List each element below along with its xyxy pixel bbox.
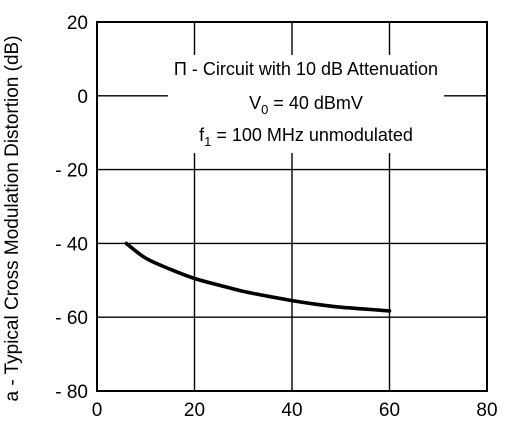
y-tick-label-0: 20 bbox=[67, 13, 88, 34]
series-line-0 bbox=[124, 241, 392, 313]
y-tick-label-1: 0 bbox=[77, 87, 88, 108]
y-axis-label: a - Typical Cross Modulation Distortion … bbox=[2, 35, 23, 401]
y-axis-ticks: 20 0 - 20 - 40 - 60 - 80 bbox=[55, 13, 88, 403]
y-tick-label-3: - 40 bbox=[55, 234, 88, 255]
annotation-box: Π - Circuit with 10 dB Attenuation V0 = … bbox=[167, 55, 445, 153]
annotation-voltage: V0 = 40 dBmV bbox=[249, 93, 363, 117]
y-tick-label-5: - 80 bbox=[55, 382, 88, 403]
plot-frame bbox=[96, 21, 488, 392]
series-layer bbox=[124, 241, 392, 313]
y-tick-label-4: - 60 bbox=[55, 308, 88, 329]
annotation-circuit: Π - Circuit with 10 dB Attenuation bbox=[174, 59, 438, 79]
x-axis-ticks: 0 20 40 60 80 bbox=[92, 400, 498, 421]
annotation-background bbox=[167, 55, 445, 153]
x-tick-label-0: 0 bbox=[92, 400, 103, 421]
x-tick-label-2: 40 bbox=[281, 400, 302, 421]
y-tick-label-2: - 20 bbox=[55, 161, 88, 182]
annotation-frequency: f1 = 100 MHz unmodulated bbox=[199, 125, 413, 149]
x-tick-label-1: 20 bbox=[184, 400, 205, 421]
x-tick-label-4: 80 bbox=[476, 400, 497, 421]
x-tick-label-3: 60 bbox=[379, 400, 400, 421]
